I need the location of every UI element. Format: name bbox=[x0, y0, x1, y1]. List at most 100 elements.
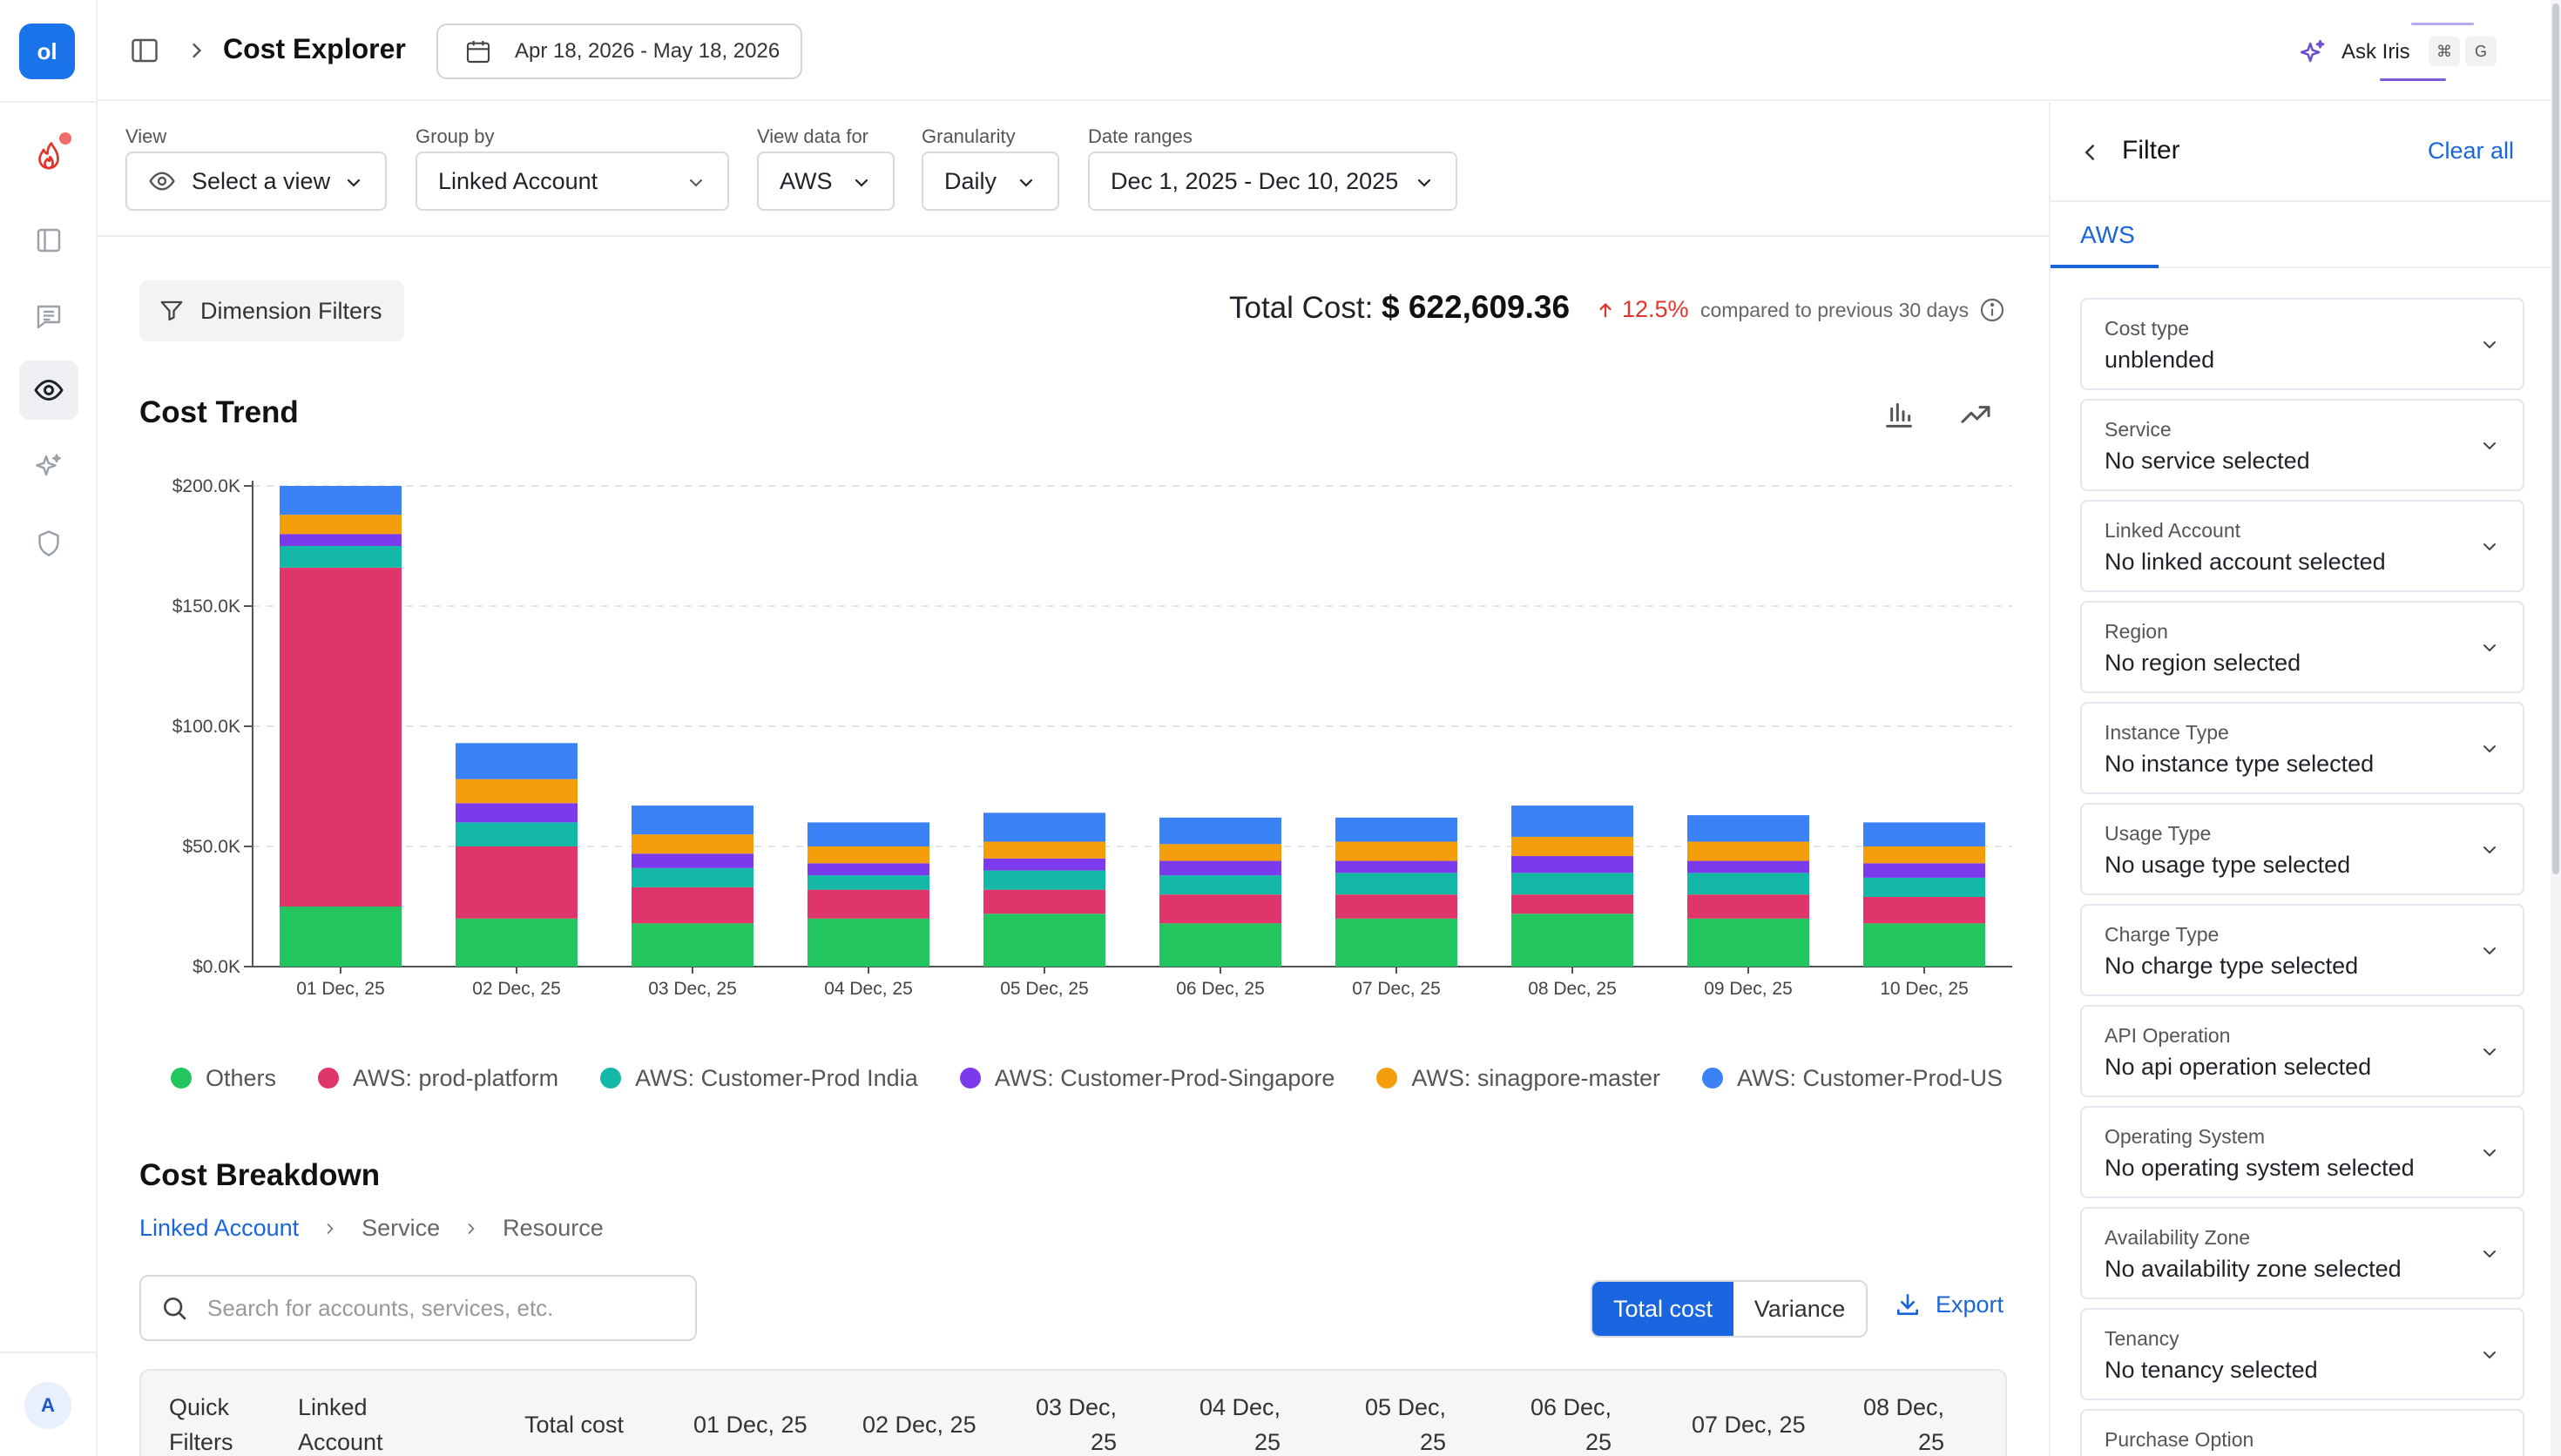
bar-segment bbox=[1863, 923, 1985, 967]
col-date[interactable]: 03 Dec, 25 bbox=[1035, 1394, 1117, 1455]
funnel-icon bbox=[160, 300, 183, 321]
shortcut-key-g: G bbox=[2465, 37, 2497, 66]
granularity-select[interactable]: Daily bbox=[922, 152, 1059, 211]
bar-segment bbox=[632, 923, 753, 967]
bar-segment bbox=[807, 918, 929, 967]
sparkles-icon bbox=[2300, 39, 2325, 63]
filter-value: No instance type selected bbox=[2105, 751, 2375, 777]
rail-item-reports[interactable] bbox=[19, 287, 78, 347]
filter-charge-type[interactable]: Charge Type No charge type selected bbox=[2080, 904, 2524, 996]
view-data-for-label: View data for bbox=[757, 125, 869, 147]
rail-item-dashboards[interactable] bbox=[19, 211, 78, 270]
legend-item[interactable]: AWS: Customer-Prod-Singapore bbox=[959, 1065, 1335, 1092]
col-date[interactable]: 07 Dec, 25 bbox=[1692, 1412, 1806, 1438]
filter-tenancy[interactable]: Tenancy No tenancy selected bbox=[2080, 1308, 2524, 1400]
bar-segment bbox=[1159, 817, 1281, 845]
filter-api-operation[interactable]: API Operation No api operation selected bbox=[2080, 1005, 2524, 1097]
legend-label: AWS: Customer-Prod-US bbox=[1736, 1064, 2004, 1091]
cost-trend-chart: $0.0K $50.0K $100.0K $150.0K $200.0K 01 Dec, … bbox=[172, 476, 2012, 999]
y-tick-label: $150.0K bbox=[172, 597, 240, 617]
legend-item[interactable]: Others bbox=[171, 1065, 276, 1092]
rail-item-cost-anomalies[interactable] bbox=[19, 125, 78, 185]
bar-segment bbox=[632, 853, 753, 868]
bar-segment bbox=[1863, 896, 1985, 924]
legend-dot bbox=[1701, 1068, 1723, 1089]
chevron-down-icon bbox=[2483, 846, 2496, 854]
col-linked-account[interactable]: Linked Account bbox=[298, 1394, 383, 1455]
legend-label: AWS: sinagpore-master bbox=[1411, 1064, 1660, 1091]
breakdown-search[interactable] bbox=[139, 1275, 697, 1341]
filter-region[interactable]: Region No region selected bbox=[2080, 601, 2524, 693]
bar-segment bbox=[1687, 841, 1809, 861]
header-date-picker[interactable]: Apr 18, 2026 - May 18, 2026 bbox=[436, 24, 802, 79]
filter-instance-type[interactable]: Instance Type No instance type selected bbox=[2080, 702, 2524, 794]
col-date[interactable]: 06 Dec, 25 bbox=[1530, 1394, 1612, 1455]
cost-trend-title: Cost Trend bbox=[139, 395, 299, 429]
bar-segment bbox=[1335, 894, 1457, 919]
col-date[interactable]: 08 Dec, 25 bbox=[1862, 1394, 1944, 1455]
x-tick-label: 09 Dec, 25 bbox=[1704, 979, 1793, 999]
app-logo[interactable]: ol bbox=[19, 24, 75, 79]
col-total-cost[interactable]: Total cost bbox=[524, 1412, 625, 1438]
legend-item[interactable]: AWS: Customer-Prod-US bbox=[1701, 1064, 2004, 1092]
arrow-up-icon bbox=[1599, 302, 1612, 317]
view-data-for-select[interactable]: AWS bbox=[757, 152, 895, 211]
date-ranges-select[interactable]: Dec 1, 2025 - Dec 10, 2025 bbox=[1088, 152, 1457, 211]
col-date[interactable]: 04 Dec, 25 bbox=[1199, 1394, 1280, 1455]
legend-item[interactable]: AWS: sinagpore-master bbox=[1376, 1065, 1660, 1092]
filter-linked-account[interactable]: Linked Account No linked account selecte… bbox=[2080, 500, 2524, 592]
info-icon[interactable] bbox=[1978, 296, 2006, 324]
filter-cost-type[interactable]: Cost type unblended bbox=[2080, 298, 2524, 390]
bar-segment bbox=[1687, 873, 1809, 895]
chevron-down-icon bbox=[2483, 1352, 2496, 1359]
eye-icon bbox=[149, 172, 175, 191]
bar-segment bbox=[807, 889, 929, 919]
bar-segment bbox=[456, 918, 578, 967]
filter-operating-system[interactable]: Operating System No operating system sel… bbox=[2080, 1106, 2524, 1198]
dimension-filters-button[interactable]: Dimension Filters bbox=[139, 280, 404, 341]
col-date[interactable]: 02 Dec, 25 bbox=[862, 1412, 976, 1438]
chevron-left-icon[interactable] bbox=[2077, 139, 2103, 165]
legend-item[interactable]: AWS: prod-platform bbox=[318, 1065, 558, 1092]
rail-item-ai-insights[interactable] bbox=[19, 437, 78, 496]
bar-chart-icon[interactable] bbox=[1882, 397, 1916, 432]
filter-service[interactable]: Service No service selected bbox=[2080, 399, 2524, 491]
crumb-linked-account[interactable]: Linked Account bbox=[139, 1215, 300, 1241]
bar-segment bbox=[1335, 841, 1457, 861]
user-avatar[interactable]: A bbox=[24, 1382, 71, 1429]
crumb-service[interactable]: Service bbox=[362, 1215, 441, 1241]
filter-label: Usage Type bbox=[2105, 822, 2212, 845]
filter-value: No usage type selected bbox=[2105, 852, 2351, 878]
col-date[interactable]: 05 Dec, 25 bbox=[1364, 1394, 1446, 1455]
col-date[interactable]: 01 Dec, 25 bbox=[693, 1412, 807, 1438]
iris-accent bbox=[2411, 23, 2474, 25]
view-select[interactable]: Select a view bbox=[125, 152, 387, 211]
legend-dot bbox=[959, 1068, 981, 1089]
clear-all-link[interactable]: Clear all bbox=[2427, 138, 2514, 164]
bar-segment bbox=[456, 803, 578, 823]
filter-purchase-option[interactable]: Purchase Option bbox=[2080, 1409, 2524, 1456]
group-by-select[interactable]: Linked Account bbox=[416, 152, 729, 211]
filter-value: No service selected bbox=[2105, 448, 2310, 474]
sidebar-toggle-icon[interactable] bbox=[129, 35, 160, 66]
notification-dot bbox=[59, 132, 71, 145]
export-button[interactable]: Export bbox=[1894, 1291, 2004, 1318]
rail-item-cost-explorer[interactable] bbox=[19, 361, 78, 420]
tab-aws[interactable]: AWS bbox=[2080, 221, 2135, 248]
variance-toggle[interactable]: Variance bbox=[1733, 1282, 1866, 1336]
crumb-resource[interactable]: Resource bbox=[503, 1215, 604, 1241]
rail-item-security[interactable] bbox=[19, 514, 78, 573]
scrollbar-thumb[interactable] bbox=[2552, 3, 2559, 874]
ask-iris-button[interactable]: Ask Iris bbox=[2298, 31, 2410, 73]
filter-availability-zone[interactable]: Availability Zone No availability zone s… bbox=[2080, 1207, 2524, 1299]
bar-segment bbox=[280, 534, 402, 546]
search-input[interactable] bbox=[207, 1294, 678, 1322]
chevron-down-icon bbox=[2483, 1149, 2496, 1157]
bar-segment bbox=[807, 846, 929, 864]
filter-panel: Filter Clear all AWS Cost type unblended… bbox=[2049, 103, 2551, 1456]
trend-line-icon[interactable] bbox=[1958, 397, 1993, 432]
legend-item[interactable]: AWS: Customer-Prod India bbox=[600, 1065, 918, 1092]
filter-usage-type[interactable]: Usage Type No usage type selected bbox=[2080, 803, 2524, 895]
bar-segment bbox=[1511, 894, 1633, 914]
total-cost-toggle[interactable]: Total cost bbox=[1592, 1282, 1733, 1336]
